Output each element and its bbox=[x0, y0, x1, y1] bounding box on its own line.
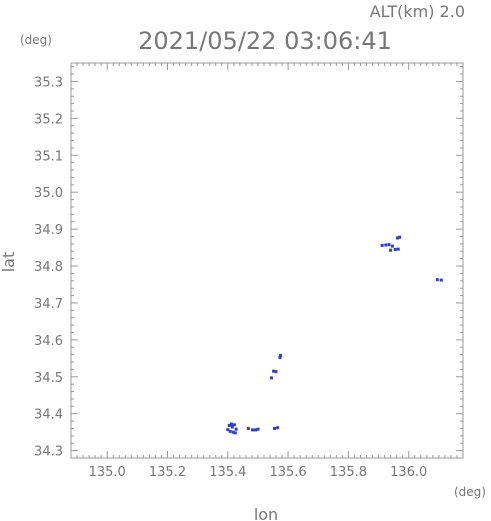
data-point bbox=[435, 278, 439, 282]
y-tick-label: 34.6 bbox=[34, 334, 63, 349]
data-point bbox=[256, 427, 260, 431]
data-point bbox=[229, 422, 233, 426]
data-point bbox=[393, 247, 397, 251]
y-tick-label: 34.8 bbox=[34, 260, 63, 275]
x-tick-label: 135.4 bbox=[209, 465, 246, 480]
x-tick-label: 135.8 bbox=[330, 465, 367, 480]
data-point bbox=[246, 427, 250, 430]
data-point bbox=[226, 428, 230, 432]
data-point bbox=[228, 429, 232, 433]
data-point bbox=[380, 243, 384, 247]
chart-title: 2021/05/22 03:06:41 bbox=[138, 27, 392, 55]
data-point bbox=[384, 243, 388, 247]
data-point bbox=[232, 423, 236, 427]
data-point bbox=[270, 376, 273, 380]
data-point bbox=[254, 428, 257, 432]
y-tick-label: 35.1 bbox=[34, 149, 63, 164]
x-tick-label: 135.2 bbox=[149, 465, 186, 480]
data-point bbox=[396, 247, 400, 251]
y-tick-label: 34.5 bbox=[34, 371, 63, 386]
data-point bbox=[278, 356, 282, 360]
y-tick-label: 35.2 bbox=[34, 112, 63, 127]
data-point bbox=[276, 426, 280, 430]
tick-labels: 135.0 135.2 135.4 135.6 135.8 136.0 34.3 34.4 34… bbox=[34, 75, 427, 480]
y-tick-label: 35.0 bbox=[34, 186, 63, 201]
data-point bbox=[230, 425, 234, 429]
y-tick-label: 34.7 bbox=[34, 297, 63, 312]
data-point bbox=[396, 236, 400, 240]
y-tick-label: 34.9 bbox=[34, 223, 63, 238]
x-tick-label: 135.0 bbox=[89, 465, 126, 480]
data-point bbox=[251, 428, 254, 432]
y-unit-label: (deg) bbox=[20, 33, 52, 47]
y-tick-label: 34.4 bbox=[34, 408, 63, 423]
data-points bbox=[226, 235, 443, 435]
data-point bbox=[233, 431, 237, 435]
data-point bbox=[389, 248, 393, 252]
data-point bbox=[439, 278, 443, 282]
data-point bbox=[274, 370, 278, 374]
y-tick-label: 35.3 bbox=[34, 75, 63, 90]
data-point bbox=[279, 353, 283, 357]
x-tick-label: 136.0 bbox=[390, 465, 427, 480]
axis-ticks bbox=[70, 63, 464, 459]
plot-frame bbox=[70, 62, 464, 459]
altitude-label: ALT(km) 2.0 bbox=[370, 2, 465, 21]
data-point bbox=[390, 244, 394, 248]
x-unit-label: (deg) bbox=[454, 485, 486, 499]
y-tick-label: 34.3 bbox=[34, 445, 63, 460]
data-point bbox=[227, 424, 231, 427]
data-point bbox=[272, 369, 276, 373]
data-point bbox=[387, 243, 391, 247]
x-axis-label: lon bbox=[254, 505, 278, 521]
data-point bbox=[234, 427, 238, 431]
y-axis-label: lat bbox=[0, 252, 18, 273]
data-point bbox=[231, 430, 235, 434]
data-point bbox=[273, 427, 276, 430]
x-tick-label: 135.6 bbox=[269, 465, 306, 480]
data-point bbox=[398, 235, 402, 239]
